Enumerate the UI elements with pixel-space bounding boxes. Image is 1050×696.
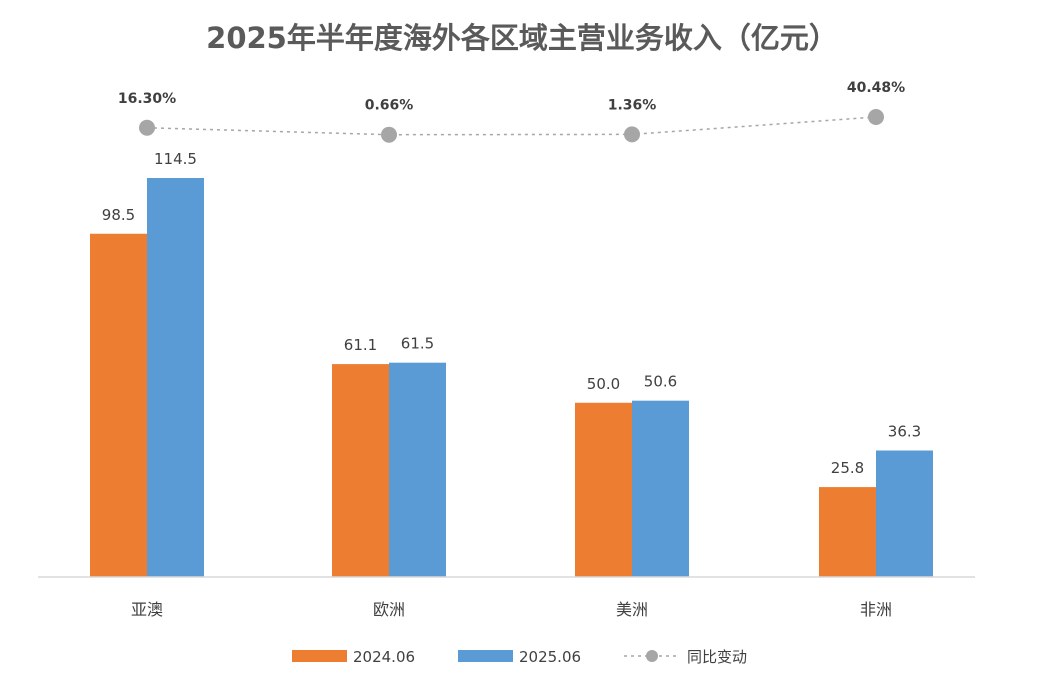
bar-value-label: 25.8 (831, 459, 864, 477)
legend-marker-yoy (646, 650, 658, 662)
yoy-point (624, 126, 640, 143)
bar-value-label: 114.5 (154, 150, 197, 168)
legend-swatch-2025 (458, 650, 513, 662)
yoy-value-label: 16.30% (118, 91, 176, 107)
bar-2025.06-美洲 (632, 400, 689, 577)
bar-value-label: 36.3 (888, 423, 921, 441)
category-label: 非洲 (860, 600, 892, 619)
legend-swatch-2024 (292, 650, 347, 662)
bar-value-label: 61.1 (344, 336, 377, 354)
yoy-point (868, 109, 884, 125)
yoy-value-label: 40.48% (847, 80, 905, 96)
legend-label-yoy: 同比变动 (687, 648, 747, 666)
bar-2024.06-欧洲 (332, 364, 389, 577)
legend-label-2025: 2025.06 (519, 648, 581, 666)
bar-value-label: 50.0 (587, 375, 620, 393)
bar-value-label: 50.6 (644, 373, 677, 391)
yoy-value-label: 1.36% (608, 97, 657, 113)
bar-2025.06-欧洲 (389, 362, 446, 577)
yoy-line-layer: 16.30% 0.66% 1.36% 40.48% (118, 80, 905, 143)
yoy-point (381, 126, 397, 143)
yoy-line (146, 116, 877, 136)
bar-value-label: 98.5 (102, 206, 135, 224)
yoy-value-label: 0.66% (365, 98, 414, 114)
category-label: 美洲 (616, 600, 648, 619)
legend-label-2024: 2024.06 (353, 648, 415, 666)
bar-2024.06-非洲 (819, 487, 876, 577)
category-axis-labels: 亚澳 欧洲 美洲 非洲 (131, 600, 892, 619)
bar-2025.06-非洲 (876, 450, 933, 577)
category-label: 欧洲 (373, 600, 405, 619)
category-label: 亚澳 (131, 600, 163, 619)
bar-2024.06-美洲 (575, 402, 632, 577)
bar-2025.06-亚澳 (147, 178, 204, 577)
legend: 2024.06 2025.06 同比变动 (292, 648, 747, 666)
bar-value-label: 61.5 (401, 335, 434, 353)
bar-2024.06-亚澳 (90, 233, 147, 577)
bar-layer: 98.5 114.5 61.1 61.5 50.0 50.6 25.8 36.3 (90, 150, 933, 577)
chart-title: 2025年半年度海外各区域主营业务收入（亿元） (206, 21, 838, 55)
yoy-point (139, 119, 155, 136)
